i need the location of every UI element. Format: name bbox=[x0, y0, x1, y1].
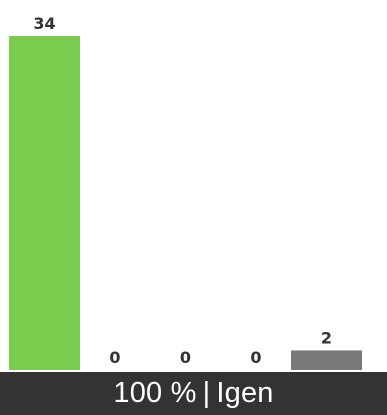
bar-chart: 34 0 0 0 2 bbox=[9, 14, 362, 370]
labels-group: 34 0 0 0 2 bbox=[33, 14, 332, 367]
result-footer: 100 % | Igen bbox=[0, 372, 387, 415]
bar-value-label-1: 34 bbox=[33, 14, 55, 33]
bar-value-label-2: 0 bbox=[109, 348, 120, 367]
bar-value-label-3: 0 bbox=[180, 348, 191, 367]
bar-5 bbox=[291, 350, 362, 370]
bar-value-label-5: 2 bbox=[321, 328, 332, 347]
result-percent: 100 % bbox=[113, 377, 197, 409]
bar-1 bbox=[9, 36, 80, 370]
bar-value-label-4: 0 bbox=[250, 348, 261, 367]
result-label: Igen bbox=[216, 377, 274, 409]
bars-group bbox=[9, 36, 362, 370]
result-separator: | bbox=[202, 377, 211, 409]
